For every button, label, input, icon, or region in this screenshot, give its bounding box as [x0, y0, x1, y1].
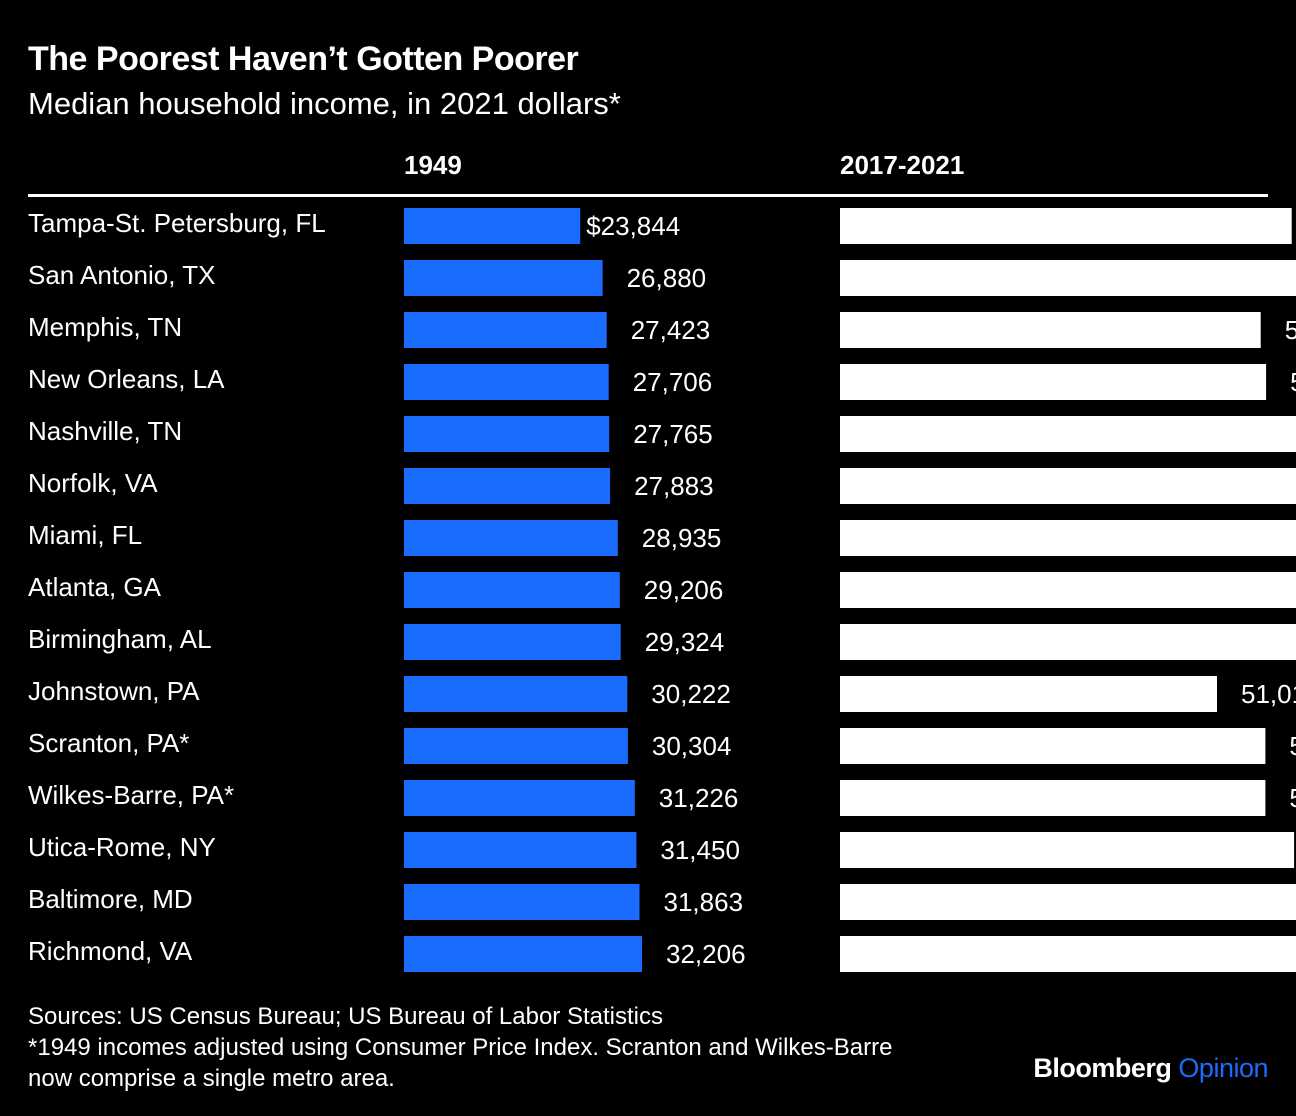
bar-1949	[404, 260, 603, 296]
data-label-2017-2021: 57,568	[1289, 731, 1296, 761]
data-label-1949: 27,423	[631, 315, 711, 345]
data-label-1949: $23,844	[586, 211, 680, 241]
category-label: Johnstown, PA	[28, 676, 200, 706]
data-label-2017-2021: 51,018	[1241, 679, 1296, 709]
bar-2017-2021	[840, 208, 1292, 244]
data-label-1949: 31,863	[664, 887, 744, 917]
bar-chart: Tampa-St. Petersburg, FL$23,844$61,121Sa…	[28, 208, 1296, 972]
bar-2017-2021	[840, 364, 1267, 400]
bloomberg-opinion-logo: Bloomberg Opinion	[1033, 1053, 1268, 1084]
data-label-2017-2021: 57,656	[1290, 367, 1296, 397]
bar-2017-2021	[840, 884, 1296, 920]
bar-2017-2021	[840, 728, 1266, 764]
data-label-1949: 27,765	[633, 419, 713, 449]
bar-2017-2021	[840, 624, 1296, 660]
category-label: Utica-Rome, NY	[28, 832, 216, 862]
bar-1949	[404, 676, 628, 712]
chart-title: The Poorest Haven’t Gotten Poorer	[28, 40, 579, 78]
bar-1949	[404, 884, 640, 920]
data-label-1949: 30,222	[651, 679, 731, 709]
bar-2017-2021	[840, 572, 1296, 608]
bar-2017-2021	[840, 832, 1295, 868]
category-label: Richmond, VA	[28, 936, 193, 966]
data-label-1949: 32,206	[666, 939, 746, 969]
category-label: New Orleans, LA	[28, 364, 225, 394]
bar-1949	[404, 624, 621, 660]
footnote-line-2: now comprise a single metro area.	[28, 1065, 395, 1092]
bar-1949	[404, 780, 635, 816]
bar-1949	[404, 208, 581, 244]
bar-2017-2021	[840, 312, 1261, 348]
bar-1949	[404, 832, 637, 868]
data-label-1949: 27,883	[634, 471, 714, 501]
category-label: Nashville, TN	[28, 416, 182, 446]
bar-2017-2021	[840, 676, 1217, 712]
bar-1949	[404, 936, 642, 972]
data-label-1949: 28,935	[642, 523, 722, 553]
data-label-2017-2021: 56,926	[1285, 315, 1296, 345]
category-label: Baltimore, MD	[28, 884, 193, 914]
bar-1949	[404, 520, 618, 556]
data-label-2017-2021: 57,568	[1289, 783, 1296, 813]
series-header-2017-2021: 2017-2021	[840, 150, 965, 180]
bar-2017-2021	[840, 936, 1296, 972]
category-label: Memphis, TN	[28, 312, 182, 342]
bar-2017-2021	[840, 416, 1296, 452]
header-divider	[28, 194, 1268, 197]
category-label: San Antonio, TX	[28, 260, 215, 290]
category-label: Birmingham, AL	[28, 624, 212, 654]
bar-1949	[404, 572, 620, 608]
bar-1949	[404, 312, 607, 348]
series-header-1949: 1949	[404, 150, 462, 180]
brand-name: Bloomberg	[1033, 1053, 1172, 1083]
data-label-1949: 29,206	[644, 575, 724, 605]
data-label-1949: 30,304	[652, 731, 732, 761]
bar-1949	[404, 364, 609, 400]
bar-2017-2021	[840, 520, 1296, 556]
category-label: Norfolk, VA	[28, 468, 158, 498]
bar-2017-2021	[840, 468, 1296, 504]
data-label-1949: 27,706	[633, 367, 713, 397]
category-label: Atlanta, GA	[28, 572, 162, 602]
bar-1949	[404, 416, 610, 452]
brand-suffix: Opinion	[1178, 1053, 1268, 1083]
chart-subtitle: Median household income, in 2021 dollars…	[28, 86, 621, 121]
bar-1949	[404, 728, 628, 764]
data-label-1949: 26,880	[627, 263, 707, 293]
footer-notes: Sources: US Census Bureau; US Bureau of …	[28, 1001, 892, 1094]
bar-2017-2021	[840, 260, 1296, 296]
data-label-1949: 29,324	[645, 627, 725, 657]
category-label: Miami, FL	[28, 520, 142, 550]
bar-1949	[404, 468, 611, 504]
data-label-1949: 31,450	[660, 835, 740, 865]
sources-text: Sources: US Census Bureau; US Bureau of …	[28, 1003, 663, 1030]
category-label: Wilkes-Barre, PA*	[28, 780, 234, 810]
data-label-1949: 31,226	[659, 783, 739, 813]
bar-2017-2021	[840, 780, 1266, 816]
category-label: Scranton, PA*	[28, 728, 189, 758]
category-label: Tampa-St. Petersburg, FL	[28, 208, 326, 238]
footnote-line-1: *1949 incomes adjusted using Consumer Pr…	[28, 1034, 893, 1061]
